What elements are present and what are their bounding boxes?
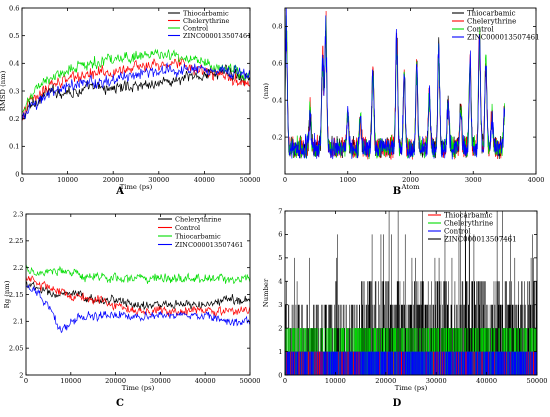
x-tick-label: 0 [24,377,28,385]
x-tick-label: 40000 [476,377,497,385]
y-axis-label: Number [262,278,270,307]
y-tick-label: 6 [278,231,282,239]
x-axis-label: Time (ps) [122,384,155,392]
y-tick-label: 2.2 [13,264,24,272]
y-tick-label: 0 [278,371,282,379]
y-tick-label: 0.3 [9,87,20,95]
x-tick-label: 20000 [375,377,396,385]
x-tick-label: 20000 [105,377,126,385]
x-tick-label: 2000 [402,176,419,184]
x-tick-label: 10000 [325,377,346,385]
plot-area [22,48,250,121]
y-tick-label: 0.6 [9,4,20,12]
legend-label: Chelerythrine [467,17,516,25]
panel-c: 0 10000 20000 30000 40000 50000 2 2.05 2.1 2.15 2.… [3,210,260,409]
x-axis-label: Time (ps) [395,384,428,392]
x-tick-label: 10000 [57,176,78,184]
panel-letter: B [393,186,401,197]
legend-label: ZINC000013507461 [175,241,243,249]
y-tick-label: 0.4 [9,60,20,68]
y-tick-label: 0.1 [9,143,20,151]
legend-label: Thiocarbamic [183,9,229,17]
plot-frame [284,210,538,376]
y-tick-label: 5 [278,254,282,262]
series-line-thiocarbamic [26,264,250,285]
x-tick-label: 50000 [240,176,261,184]
y-tick-label: 2.3 [13,210,24,218]
x-tick-label: 4000 [528,176,545,184]
legend-label: Control [183,24,208,32]
y-tick-label: 0.5 [9,32,20,40]
legend-label: ZINC000013507461 [183,32,251,40]
y-tick-label: 7 [278,207,282,215]
y-tick-label: 2.25 [9,237,24,245]
y-tick-label: 4 [278,278,282,286]
series-bars-thiocarbamic [286,351,535,375]
series-bars-control [285,351,537,375]
legend-label: Thiocarbamic [175,232,221,240]
series-line-zinc000013507461 [285,8,505,160]
series-line-zinc000013507461 [22,62,250,120]
y-axis-label: (nm) [262,83,270,99]
y-axis-label: RMSD (nm) [0,70,7,111]
x-tick-label: 0 [283,176,287,184]
legend-label: Chelerythrine [183,17,229,25]
legend-label: ZINC000013507461 [467,33,540,41]
panel-letter: A [115,186,124,197]
y-axis-label: Rg (nm) [3,280,11,308]
series-line-control [22,48,250,114]
x-tick-label: 40000 [195,377,216,385]
x-tick-label: 50000 [527,377,548,385]
plot-area [285,211,537,375]
legend-label: Thiocarbamic [444,211,493,219]
y-tick-label: 0.6 [272,60,283,68]
series-line-chelerythrine [22,57,250,121]
x-tick-label: 0 [283,377,287,385]
y-tick-label: 0.2 [9,115,20,123]
y-tick-label: 2.15 [9,291,24,299]
y-tick-label: 2 [19,371,23,379]
legend-label: Control [467,25,494,33]
legend-label: Thiocarbamic [467,9,516,17]
x-tick-label: 20000 [103,176,124,184]
series-line-control [26,275,250,319]
y-tick-label: 0.2 [272,133,283,141]
x-tick-label: 50000 [240,377,261,385]
x-axis-label: Time (ps) [120,183,153,191]
panel-letter: D [393,398,402,409]
y-tick-label: 1 [278,348,282,356]
x-tick-label: 30000 [150,377,171,385]
y-tick-label: 2.05 [9,344,24,352]
y-tick-label: 2 [278,324,282,332]
legend-label: Control [175,224,200,232]
x-tick-label: 1000 [339,176,356,184]
legend-label: ZINC000013507461 [444,235,517,243]
x-axis-label: Atom [400,183,420,191]
x-tick-label: 10000 [60,377,81,385]
y-tick-label: 0 [15,170,19,178]
legend-label: Chelerythrine [175,215,221,223]
x-tick-label: 40000 [194,176,215,184]
panel-b: 0 1000 2000 3000 4000 0.2 0.4 0.6 0.8 Atom (nm) Thi… [262,7,545,197]
y-tick-label: 0.4 [272,97,283,105]
plot-area [26,264,250,334]
panel-a: 0 10000 20000 30000 40000 50000 0 0.1 0.2 0.3 0.4 0… [0,4,260,197]
series-line-zinc000013507461 [26,284,250,334]
plot-area [285,8,505,160]
y-tick-label: 3 [278,301,282,309]
x-tick-label: 30000 [148,176,169,184]
legend-label: Chelerythrine [444,219,493,227]
x-tick-label: 0 [20,176,24,184]
legend-label: Control [444,227,471,235]
series-line-chelerythrine [26,281,250,311]
panel-letter: C [116,398,124,409]
panel-d: 0 10000 20000 30000 40000 50000 0 1 2 3 4 5 6 7 Time (… [262,207,547,409]
y-tick-label: 0.8 [272,23,283,31]
x-tick-label: 30000 [426,377,447,385]
x-tick-label: 3000 [465,176,482,184]
y-tick-label: 2.1 [13,318,24,326]
